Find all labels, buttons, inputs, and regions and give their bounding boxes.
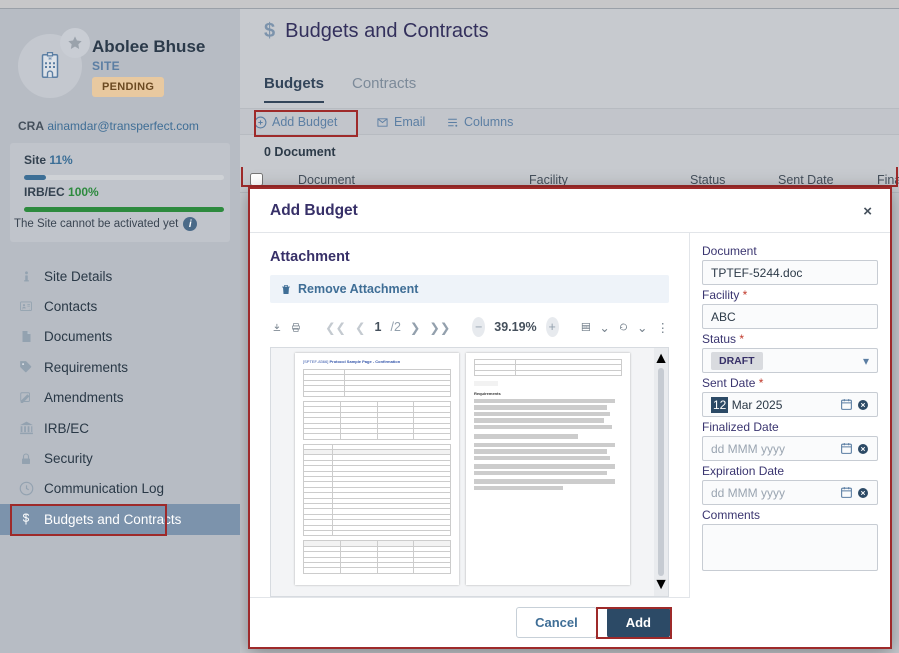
svg-text:H: H (48, 56, 51, 61)
